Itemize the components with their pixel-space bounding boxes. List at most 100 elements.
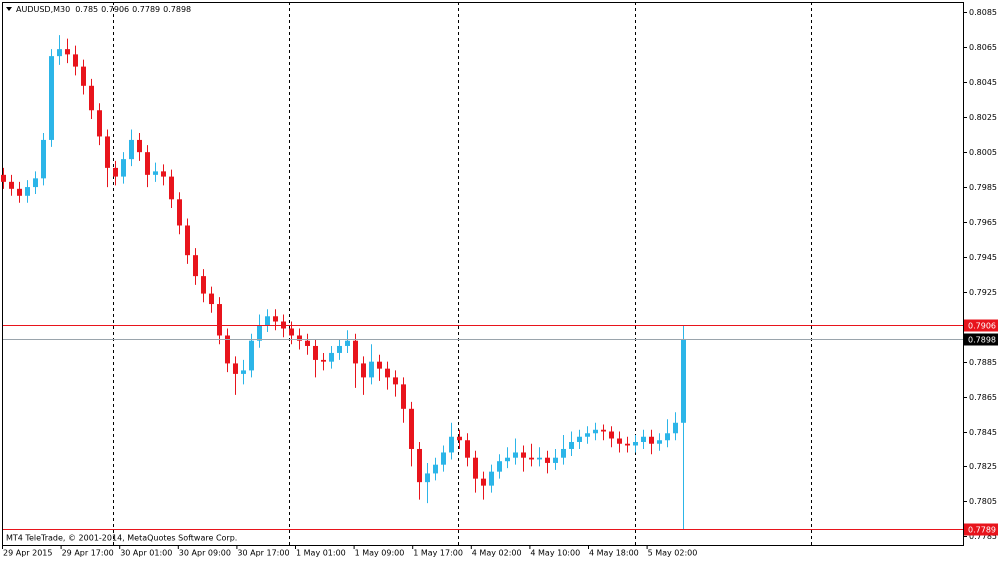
candle-body <box>1 174 6 182</box>
candle-body <box>233 363 238 374</box>
candle-body <box>305 340 310 346</box>
candle-body <box>401 384 406 409</box>
candle-body <box>369 361 374 378</box>
candle-body <box>497 461 502 472</box>
candle-body <box>249 340 254 371</box>
candle-body <box>337 345 342 353</box>
header-value: 0.7906 <box>101 5 129 14</box>
candle-body <box>529 457 534 460</box>
candle-body <box>81 66 86 86</box>
candle-body <box>569 441 574 449</box>
candle-body <box>433 464 438 474</box>
candle-body <box>417 448 422 483</box>
candle-body <box>673 422 678 434</box>
candle-body <box>225 335 230 364</box>
candle-body <box>361 363 366 378</box>
y-tick-label: 0.7785 <box>969 532 997 541</box>
candle-body <box>33 178 38 188</box>
candle-body <box>633 441 638 446</box>
y-tick-label: 0.7925 <box>969 288 997 297</box>
price-box-label: 0.7789 <box>968 526 996 535</box>
x-tick-label: 1 May 01:00 <box>296 549 346 558</box>
y-tick-label: 0.7985 <box>969 183 997 192</box>
candle-body <box>297 335 302 341</box>
candle-body <box>513 452 518 458</box>
price-box-label: 0.7906 <box>968 322 996 331</box>
candle-body <box>385 368 390 378</box>
candle-body <box>209 293 214 305</box>
symbol: AUDUSD,M30 <box>16 5 70 14</box>
candle-body <box>65 49 70 55</box>
y-tick-label: 0.8005 <box>969 148 997 157</box>
copyright: MT4 TeleTrade, © 2001-2014, MetaQuotes S… <box>6 534 237 543</box>
candle-body <box>329 352 334 362</box>
candle-body <box>449 436 454 453</box>
y-tick-label: 0.7825 <box>969 462 997 471</box>
price-box <box>964 319 998 332</box>
menu-triangle <box>6 7 12 11</box>
candle-body <box>537 457 542 460</box>
y-tick-label: 0.8045 <box>969 78 997 87</box>
candle-body <box>73 54 78 67</box>
candle-body <box>585 433 590 437</box>
y-tick-label: 0.7885 <box>969 358 997 367</box>
candle-body <box>89 85 94 111</box>
candle-body <box>545 457 550 463</box>
candle-body <box>561 448 566 458</box>
header-value: 0.7898 <box>163 5 191 14</box>
candle-body <box>593 429 598 434</box>
x-tick-label: 30 Apr 09:00 <box>179 549 231 558</box>
candle-body <box>649 436 654 444</box>
candle-body <box>681 338 686 423</box>
x-tick-label: 1 May 09:00 <box>355 549 405 558</box>
x-tick-label: 4 May 10:00 <box>530 549 580 558</box>
candle-body <box>601 429 606 432</box>
x-tick-label: 1 May 17:00 <box>413 549 463 558</box>
candle-body <box>489 471 494 486</box>
x-tick-label: 5 May 02:00 <box>648 549 698 558</box>
candle-body <box>473 457 478 479</box>
chart-header: AUDUSD,M30 0.785 0.7906 0.7789 0.7898 <box>16 5 191 14</box>
candle-body <box>289 328 294 336</box>
candle-body <box>657 440 662 444</box>
x-tick-label: 4 May 18:00 <box>589 549 639 558</box>
candle-body <box>145 152 150 175</box>
candle-body <box>409 408 414 449</box>
candle-body <box>57 49 62 57</box>
x-tick-label: 30 Apr 17:00 <box>237 549 289 558</box>
candle-body <box>113 167 118 177</box>
candle-body <box>481 478 486 486</box>
y-tick-label: 0.8085 <box>969 8 997 17</box>
header-value: 0.785 <box>75 5 98 14</box>
candle-body <box>161 171 166 177</box>
y-tick-label: 0.8025 <box>969 113 997 122</box>
price-box <box>964 523 998 536</box>
candle-body <box>241 370 246 374</box>
candle-body <box>257 325 262 341</box>
candle-body <box>457 436 462 441</box>
y-tick-label: 0.7965 <box>969 218 997 227</box>
x-tick-label: 30 Apr 01:00 <box>120 549 172 558</box>
candle-body <box>97 110 102 137</box>
y-tick-label: 0.7945 <box>969 253 997 262</box>
candle-body <box>609 431 614 439</box>
candle-body <box>313 345 318 360</box>
candle-body <box>425 473 430 483</box>
candle-body <box>217 304 222 336</box>
period-separators <box>113 2 812 545</box>
candle-body <box>577 436 582 442</box>
candle-body <box>505 457 510 462</box>
candle-body <box>665 433 670 441</box>
y-tick-label: 0.7845 <box>969 428 997 437</box>
candle-body <box>625 443 630 446</box>
candle-body <box>353 340 358 364</box>
candle-body <box>25 187 30 196</box>
candle-body <box>153 171 158 175</box>
candle-body <box>273 316 278 322</box>
candle-body <box>129 139 134 160</box>
candle-body <box>185 225 190 256</box>
y-tick-label: 0.7805 <box>969 497 997 506</box>
price-box-label: 0.7898 <box>968 336 996 345</box>
candle-body <box>17 188 22 196</box>
candle-body <box>121 159 126 177</box>
